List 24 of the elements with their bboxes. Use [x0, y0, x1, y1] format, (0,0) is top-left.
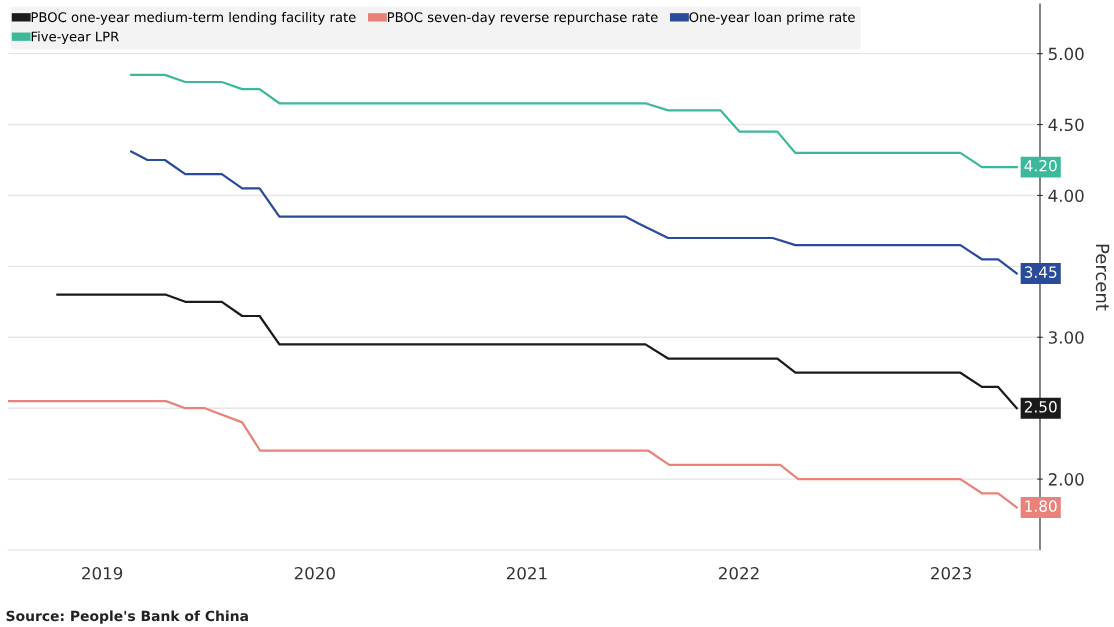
line-series — [130, 73, 1018, 169]
data-label: 1.80 — [1025, 500, 1057, 512]
y-tick-label: 5.00 — [1048, 47, 1084, 61]
line-series — [130, 150, 1018, 275]
line-series — [56, 293, 1018, 410]
y-tick-label: 2.00 — [1048, 473, 1084, 486]
legend-label: PBOC one-year medium-term lending facility rate — [31, 11, 356, 25]
y-tick-label: 3.00 — [1048, 331, 1084, 344]
line-series — [8, 399, 1018, 509]
legend-label: PBOC seven-day reverse repurchase rate — [387, 11, 658, 25]
legend-label: One-year loan prime rate — [689, 11, 855, 25]
source-note: Source: People's Bank of China — [6, 610, 248, 624]
x-tick-label: 2019 — [82, 566, 123, 580]
x-tick-label: 2022 — [719, 566, 759, 580]
y-axis-title: Percent — [1095, 244, 1110, 311]
y-tick-label: 4.00 — [1048, 189, 1084, 203]
data-label: 2.50 — [1024, 401, 1057, 413]
data-label: 3.45 — [1024, 266, 1057, 278]
legend-label: Five-year LPR — [31, 31, 119, 45]
data-label: 4.20 — [1024, 159, 1057, 172]
x-tick-label: 2023 — [931, 566, 971, 580]
y-tick-label: 4.50 — [1048, 118, 1084, 132]
x-tick-label: 2021 — [506, 566, 547, 580]
x-tick-label: 2020 — [294, 566, 335, 580]
